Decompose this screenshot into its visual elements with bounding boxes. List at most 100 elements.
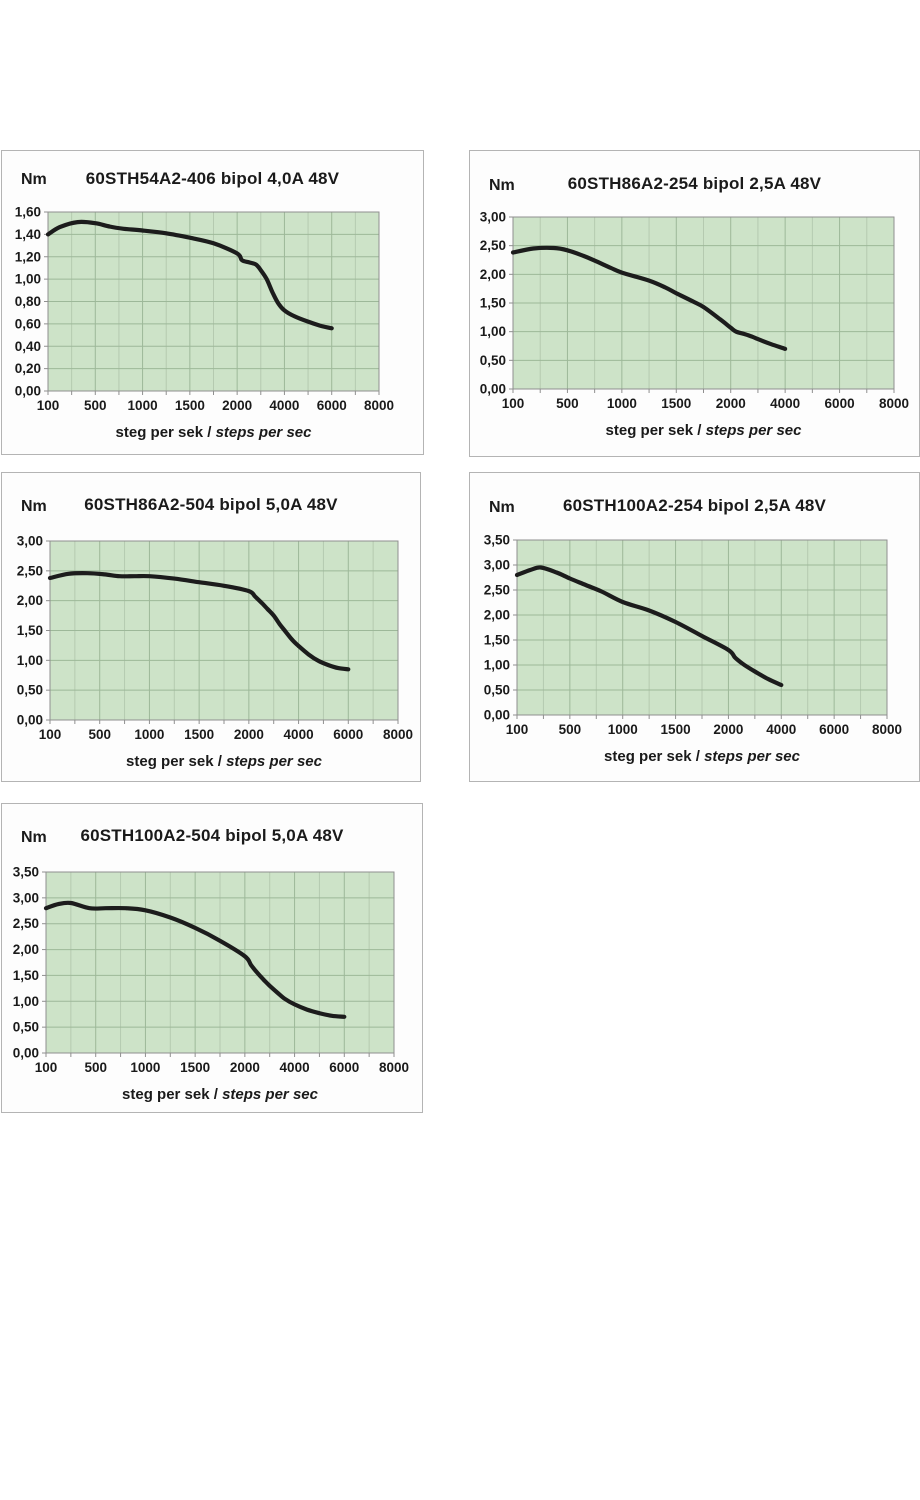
svg-text:1,40: 1,40 [15,227,41,242]
chart-title: 60STH86A2-254 bipol 2,5A 48V [567,174,822,193]
svg-text:100: 100 [37,398,60,413]
svg-text:1500: 1500 [661,396,691,411]
svg-text:1,50: 1,50 [17,623,43,638]
chart-title: 60STH54A2-406 bipol 4,0A 48V [85,169,340,188]
svg-text:2,00: 2,00 [484,608,510,623]
svg-text:100: 100 [502,396,525,411]
svg-text:4000: 4000 [770,396,800,411]
svg-text:1000: 1000 [134,727,164,742]
y-axis-unit-label: Nm [489,499,515,516]
svg-text:3,00: 3,00 [484,558,510,573]
chart-panel-60sth100a2-504: Nm 60STH100A2-504 bipol 5,0A 48V 3,50 3,0… [1,803,423,1113]
svg-text:0,40: 0,40 [15,339,41,354]
y-axis-unit-label: Nm [21,498,47,515]
svg-text:2000: 2000 [234,727,264,742]
svg-text:4000: 4000 [280,1060,310,1075]
svg-text:1000: 1000 [128,398,158,413]
svg-text:500: 500 [84,398,107,413]
svg-text:0,00: 0,00 [13,1046,39,1061]
svg-text:4000: 4000 [269,398,299,413]
svg-text:100: 100 [35,1060,58,1075]
svg-text:500: 500 [559,722,582,737]
svg-text:0,50: 0,50 [484,683,510,698]
chart-panel-60sth86a2-504: Nm 60STH86A2-504 bipol 5,0A 48V 3,00 2,50… [1,472,421,782]
svg-text:2,00: 2,00 [480,267,506,282]
svg-text:steg per sek / steps per sec: steg per sek / steps per sec [126,753,323,770]
svg-text:100: 100 [506,722,529,737]
svg-text:1500: 1500 [180,1060,210,1075]
svg-text:3,00: 3,00 [17,534,43,549]
svg-text:steg per sek / steps per sec: steg per sek / steps per sec [116,424,313,441]
svg-text:2,50: 2,50 [13,916,39,931]
svg-text:6000: 6000 [333,727,363,742]
svg-text:0,00: 0,00 [15,384,41,399]
svg-text:steg per sek / steps per sec: steg per sek / steps per sec [122,1086,319,1103]
svg-text:100: 100 [39,727,62,742]
svg-text:1,50: 1,50 [13,968,39,983]
svg-text:6000: 6000 [317,398,347,413]
svg-text:8000: 8000 [872,722,902,737]
svg-text:8000: 8000 [383,727,413,742]
svg-text:500: 500 [88,727,111,742]
y-axis-unit-label: Nm [21,171,47,188]
chart-panel-60sth100a2-254: Nm 60STH100A2-254 bipol 2,5A 48V 3,50 3,0… [469,472,920,782]
svg-text:2000: 2000 [716,396,746,411]
svg-text:0,50: 0,50 [480,353,506,368]
svg-text:1,00: 1,00 [13,994,39,1009]
svg-text:2,00: 2,00 [13,942,39,957]
y-axis-unit-label: Nm [21,829,47,846]
svg-text:1,00: 1,00 [17,653,43,668]
svg-text:2,50: 2,50 [480,238,506,253]
svg-text:1000: 1000 [607,396,637,411]
svg-text:steg per sek / steps per sec: steg per sek / steps per sec [606,422,803,439]
svg-text:1,00: 1,00 [484,658,510,673]
chart-title: 60STH86A2-504 bipol 5,0A 48V [84,495,338,514]
svg-text:3,00: 3,00 [13,890,39,905]
svg-text:2,50: 2,50 [484,583,510,598]
svg-text:1,00: 1,00 [480,324,506,339]
svg-text:6000: 6000 [329,1060,359,1075]
svg-text:0,80: 0,80 [15,294,41,309]
svg-text:2000: 2000 [713,722,743,737]
svg-text:500: 500 [556,396,579,411]
svg-text:3,50: 3,50 [484,533,510,548]
svg-text:4000: 4000 [766,722,796,737]
svg-text:6000: 6000 [819,722,849,737]
chart-panel-60sth54a2-406: Nm 60STH54A2-406 bipol 4,0A 48V 1,60 1,40… [1,150,424,455]
svg-text:1,00: 1,00 [15,272,41,287]
svg-text:2000: 2000 [222,398,252,413]
svg-text:steg per sek / steps per sec: steg per sek / steps per sec [604,748,801,765]
svg-text:0,50: 0,50 [13,1020,39,1035]
svg-text:2000: 2000 [230,1060,260,1075]
svg-text:1,20: 1,20 [15,249,41,264]
svg-text:4000: 4000 [284,727,314,742]
chart-title: 60STH100A2-504 bipol 5,0A 48V [80,826,344,845]
svg-text:1,50: 1,50 [480,296,506,311]
svg-text:0,20: 0,20 [15,361,41,376]
svg-text:1500: 1500 [184,727,214,742]
svg-text:0,00: 0,00 [480,382,506,397]
chart-title: 60STH100A2-254 bipol 2,5A 48V [562,496,827,515]
chart-panel-60sth86a2-254: Nm 60STH86A2-254 bipol 2,5A 48V 3,00 2,50… [469,150,920,457]
y-axis-unit-label: Nm [489,177,515,194]
svg-text:500: 500 [84,1060,107,1075]
svg-text:0,00: 0,00 [17,713,43,728]
svg-text:1,50: 1,50 [484,633,510,648]
svg-text:0,00: 0,00 [484,708,510,723]
svg-text:3,00: 3,00 [480,210,506,225]
svg-text:2,50: 2,50 [17,563,43,578]
svg-text:0,60: 0,60 [15,316,41,331]
svg-text:1500: 1500 [175,398,205,413]
svg-text:6000: 6000 [825,396,855,411]
svg-text:8000: 8000 [879,396,909,411]
svg-text:2,00: 2,00 [17,593,43,608]
svg-text:8000: 8000 [364,398,394,413]
svg-text:1500: 1500 [661,722,691,737]
svg-text:3,50: 3,50 [13,865,39,880]
svg-text:1000: 1000 [130,1060,160,1075]
